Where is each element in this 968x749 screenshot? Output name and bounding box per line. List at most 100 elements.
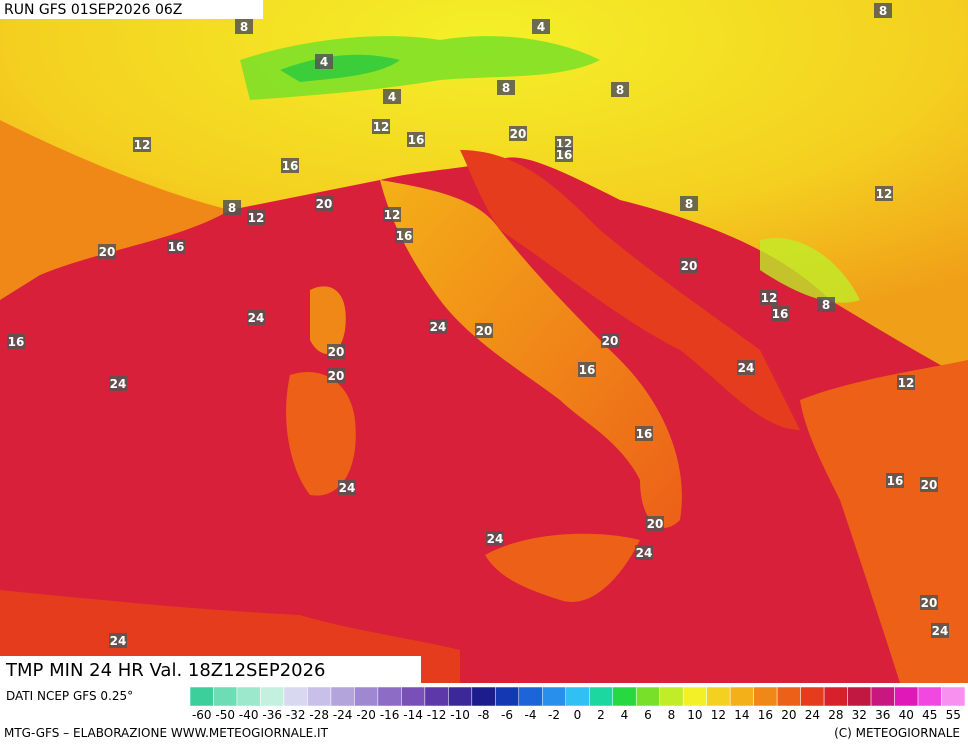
contour-label: 16 (408, 133, 425, 147)
contour-label: 4 (320, 55, 328, 69)
contour-label: 8 (822, 298, 830, 312)
scale-swatch (706, 686, 731, 707)
scale-label: 55 (946, 708, 961, 722)
scale-swatch (189, 686, 214, 707)
scale-swatch (542, 686, 567, 707)
scale-swatch (518, 686, 543, 707)
scale-swatch (424, 686, 449, 707)
contour-label: 24 (339, 481, 356, 495)
scale-swatch (330, 686, 355, 707)
scale-swatch (800, 686, 825, 707)
contour-label: 16 (579, 363, 596, 377)
contour-label-bg (680, 196, 698, 211)
scale-label: 0 (574, 708, 582, 722)
contour-label: 20 (328, 345, 345, 359)
scale-label: 4 (621, 708, 629, 722)
contour-label: 24 (248, 311, 265, 325)
contour-label: 4 (388, 90, 396, 104)
contour-label-bg (372, 119, 390, 134)
contour-label-bg (886, 473, 904, 488)
contour-label: 16 (168, 240, 185, 254)
contour-label-bg (315, 196, 333, 211)
run-label: RUN GFS 01SEP2026 06Z (4, 2, 182, 18)
contour-label: 8 (685, 197, 693, 211)
scale-swatch (729, 686, 754, 707)
contour-label-bg (635, 426, 653, 441)
contour-label: 12 (373, 120, 390, 134)
scale-label: 12 (711, 708, 726, 722)
contour-label-bg (532, 19, 550, 34)
scale-label: -10 (450, 708, 470, 722)
contour-label: 24 (487, 532, 504, 546)
contour-label-bg (760, 290, 778, 305)
contour-label: 16 (556, 148, 573, 162)
contour-label: 8 (616, 83, 624, 97)
scale-swatch (941, 686, 966, 707)
contour-label-bg (578, 362, 596, 377)
contour-label-bg (817, 297, 835, 312)
contour-label-bg (167, 239, 185, 254)
scale-label: -2 (548, 708, 560, 722)
contour-label: 24 (430, 320, 447, 334)
scale-label: -20 (356, 708, 376, 722)
contour-label: 20 (99, 245, 116, 259)
scale-swatch (377, 686, 402, 707)
contour-label: 16 (772, 307, 789, 321)
scale-swatch (917, 686, 942, 707)
scale-label: -28 (309, 708, 329, 722)
contour-label: 24 (932, 624, 949, 638)
contour-label-bg (338, 480, 356, 495)
balkan-cool (760, 238, 860, 303)
scale-swatch (260, 686, 285, 707)
scale-label: -8 (478, 708, 490, 722)
contour-label-bg (281, 158, 299, 173)
contour-label-bg (429, 319, 447, 334)
scale-swatch (894, 686, 919, 707)
contour-label-bg (646, 516, 664, 531)
contour-label-bg (497, 80, 515, 95)
scale-label: -60 (192, 708, 212, 722)
contour-label-bg (486, 531, 504, 546)
scale-label: 14 (734, 708, 749, 722)
scale-label: -14 (403, 708, 423, 722)
contour-label: 12 (384, 208, 401, 222)
contour-label: 20 (510, 127, 527, 141)
contour-label: 16 (636, 427, 653, 441)
contour-label-bg (383, 89, 401, 104)
contour-label: 8 (879, 4, 887, 18)
contour-label-bg (327, 344, 345, 359)
contour-label-bg (931, 623, 949, 638)
contour-label: 16 (396, 229, 413, 243)
contour-label-bg (383, 207, 401, 222)
scale-label: -24 (333, 708, 353, 722)
contour-label: 12 (248, 211, 265, 225)
contour-label: 8 (240, 20, 248, 34)
contour-label: 16 (8, 335, 25, 349)
contour-label: 20 (647, 517, 664, 531)
contour-label: 20 (602, 334, 619, 348)
scale-label: 36 (875, 708, 890, 722)
scale-swatch (635, 686, 660, 707)
contour-label-bg (247, 310, 265, 325)
contour-label-bg (315, 54, 333, 69)
contour-label-bg (247, 210, 265, 225)
contour-label-bg (109, 376, 127, 391)
scale-swatch (823, 686, 848, 707)
scale-label: 6 (644, 708, 652, 722)
adriatic (460, 150, 800, 430)
contour-label-bg (133, 137, 151, 152)
contour-label: 4 (537, 20, 545, 34)
contour-label: 20 (921, 596, 938, 610)
contour-label-bg (611, 82, 629, 97)
scale-label: -36 (262, 708, 282, 722)
scale-label: 45 (922, 708, 937, 722)
scale-swatch (870, 686, 895, 707)
contour-label: 12 (898, 376, 915, 390)
contour-label: 20 (476, 324, 493, 338)
contour-label-bg (509, 126, 527, 141)
contour-label-bg (395, 228, 413, 243)
contour-label-bg (874, 3, 892, 18)
sicily (485, 533, 640, 602)
scale-label: 2 (597, 708, 605, 722)
contour-label: 24 (738, 361, 755, 375)
